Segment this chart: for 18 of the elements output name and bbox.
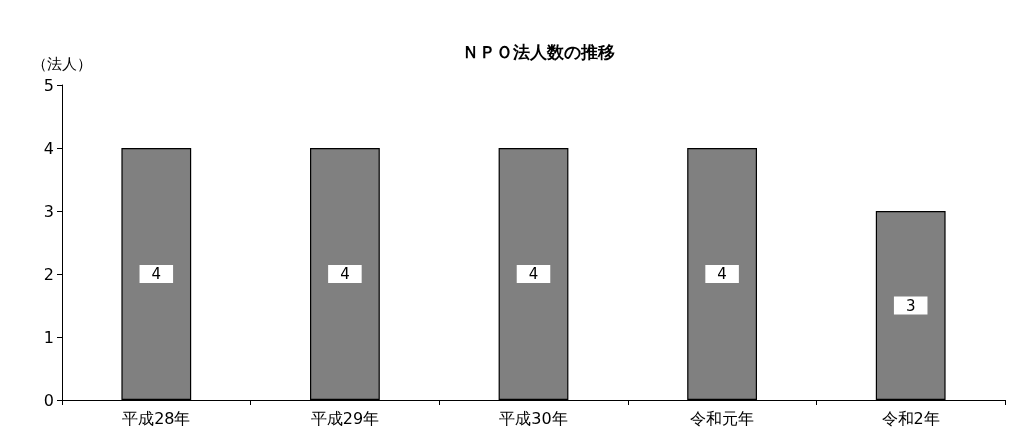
x-tick-label: 令和2年 (881, 408, 940, 428)
x-tick-label: 平成28年 (122, 408, 191, 428)
x-tick-label: 平成30年 (499, 408, 568, 428)
x-tick-label: 令和元年 (690, 408, 755, 428)
y-tick-label: 4 (43, 138, 54, 158)
data-label: 4 (528, 265, 539, 283)
y-tick-label: 5 (43, 75, 54, 95)
data-label: 4 (717, 265, 727, 283)
y-tick-label: 0 (43, 390, 54, 410)
data-label: 4 (151, 265, 162, 283)
y-tick-label: 3 (43, 201, 54, 221)
data-label: 3 (905, 296, 916, 315)
y-tick-label: 2 (43, 264, 54, 284)
y-tick-label: 1 (43, 327, 54, 347)
y-axis-title: （法人） (32, 54, 92, 73)
x-tick-label: 平成29年 (310, 408, 380, 428)
data-label: 4 (340, 265, 350, 283)
chart-title: ＮＰＯ法人数の推移 (461, 41, 615, 62)
